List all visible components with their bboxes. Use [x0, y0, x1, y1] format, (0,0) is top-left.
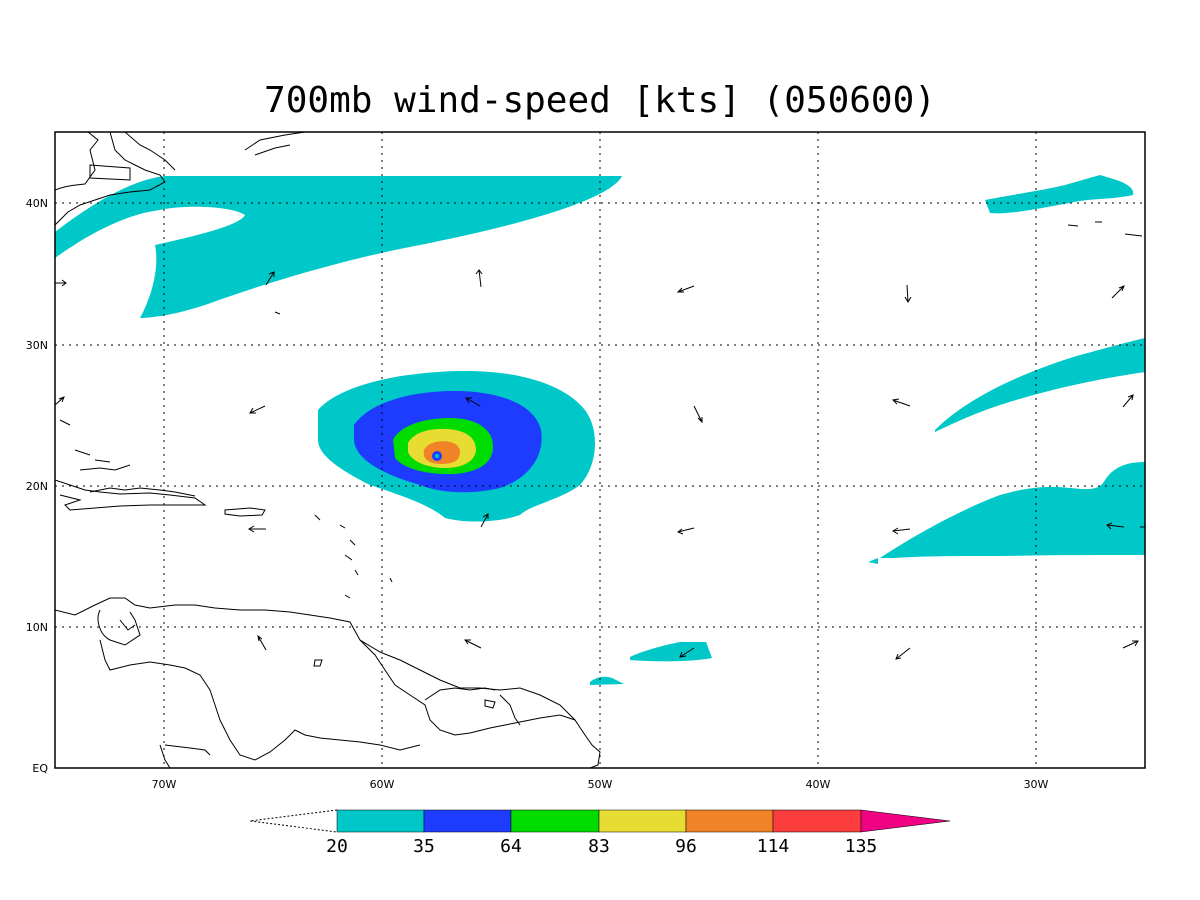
plot-frame [54, 131, 1146, 769]
wind-region-south-tiny [590, 676, 624, 685]
lon-tick-label: 30W [1024, 778, 1049, 791]
wind-region-east-band [935, 338, 1145, 432]
lon-tick-label: 50W [588, 778, 613, 791]
lon-axis: 70W 60W 50W 40W 30W [152, 778, 1049, 791]
wind-vectors [54, 269, 1145, 660]
lat-lon-grid [55, 132, 1145, 768]
colorbar-swatch [510, 809, 600, 833]
colorbar-label: 135 [845, 836, 878, 857]
lon-tick-label: 60W [370, 778, 395, 791]
lat-axis: 40N 30N 20N 10N EQ [26, 197, 49, 775]
cyclone-ring-96 [423, 441, 460, 464]
colorbar-under-triangle [249, 809, 338, 833]
coastline-bahamas [59, 419, 131, 471]
coastlines [55, 132, 1143, 768]
coastline-south-america [55, 597, 601, 768]
colorbar-over-triangle [860, 809, 951, 833]
wind-region-south-small [630, 642, 712, 662]
map-title: 700mb wind-speed [kts] (050600) [264, 80, 936, 121]
coastline-northeast-us [55, 132, 166, 226]
lon-tick-label: 40W [806, 778, 831, 791]
colorbar-swatch [423, 809, 512, 833]
colorbar-label: 64 [500, 836, 522, 857]
colorbar-swatch [336, 809, 425, 833]
colorbar-label: 83 [588, 836, 610, 857]
colorbar-label: 114 [757, 836, 790, 857]
lat-tick-label: EQ [32, 762, 48, 775]
colorbar-label: 20 [326, 836, 348, 857]
coastline-nova-scotia [244, 132, 306, 156]
lat-tick-label: 10N [26, 621, 48, 634]
colorbar: 20 35 64 83 96 114 135 [249, 809, 951, 857]
coastline-lesser-antilles [314, 514, 393, 599]
colorbar-swatch [598, 809, 687, 833]
coastline-cuba-hispaniola [55, 479, 207, 511]
wind-region-southeast [880, 462, 1145, 558]
lat-tick-label: 20N [26, 480, 48, 493]
wind-region-northeast [985, 175, 1134, 214]
lon-tick-label: 70W [152, 778, 177, 791]
lat-tick-label: 30N [26, 339, 48, 352]
lat-tick-label: 40N [26, 197, 48, 210]
colorbar-label: 35 [413, 836, 435, 857]
coastline-puerto-rico [224, 507, 266, 517]
wind-speed-shading [55, 175, 1145, 685]
wind-region-north-jet [55, 176, 622, 318]
colorbar-swatch [772, 809, 862, 833]
colorbar-swatch [685, 809, 774, 833]
colorbar-label: 96 [675, 836, 697, 857]
